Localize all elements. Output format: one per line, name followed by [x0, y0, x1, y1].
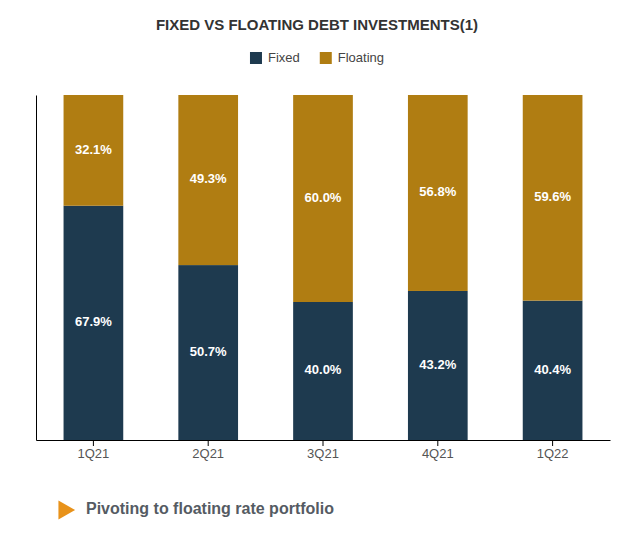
bar: [293, 302, 353, 440]
x-axis: 1Q21 2Q21 3Q21 4Q21 1Q22: [37, 440, 611, 461]
data-labels: 67.9% 50.7% 40.0% 43.2% 40.4% 32.1% 49.3% 60.0%…: [75, 142, 572, 378]
x-tick: 2Q21: [192, 440, 224, 461]
bars: [64, 95, 583, 440]
data-label: 59.6%: [534, 189, 571, 204]
x-tick-label: 3Q21: [307, 446, 339, 461]
legend: Fixed Floating: [250, 50, 384, 65]
data-label: 40.0%: [305, 362, 342, 377]
legend-swatch: [320, 52, 332, 64]
data-label: 56.8%: [419, 184, 456, 199]
y-axis: [36, 96, 37, 441]
x-tick-mark: [323, 440, 324, 446]
data-label: 67.9%: [75, 314, 112, 329]
data-label: 50.7%: [190, 344, 227, 359]
x-tick-label: 1Q21: [77, 446, 109, 461]
x-tick-label: 1Q22: [537, 446, 569, 461]
data-label: 43.2%: [419, 357, 456, 372]
bar: [293, 95, 353, 302]
series: [64, 95, 583, 302]
annotation-text: Pivoting to floating rate portfolio: [86, 500, 334, 517]
legend-item: Fixed: [250, 50, 300, 65]
bar: [178, 265, 238, 440]
plot: 67.9% 50.7% 40.0% 43.2% 40.4% 32.1% 49.3% 60.0%…: [37, 95, 611, 461]
x-tick: 1Q22: [537, 440, 569, 461]
bar: [64, 95, 124, 206]
x-tick-label: 4Q21: [422, 446, 454, 461]
x-tick-mark: [437, 440, 438, 446]
title: FIXED VS FLOATING DEBT INVESTMENTS(1): [156, 16, 478, 33]
legend-label: Floating: [338, 50, 384, 65]
x-tick-mark: [93, 440, 94, 446]
data-label: 60.0%: [305, 190, 342, 205]
data-label: 32.1%: [75, 142, 112, 157]
annotation: Pivoting to floating rate portfolio: [58, 500, 334, 519]
bar: [523, 95, 583, 301]
x-tick: 1Q21: [77, 440, 109, 461]
x-tick: 3Q21: [307, 440, 339, 461]
bar: [178, 95, 238, 265]
data-label: 40.4%: [534, 362, 571, 377]
bar: [408, 95, 468, 291]
data-label: 49.3%: [190, 171, 227, 186]
legend-item: Floating: [320, 50, 384, 65]
bar: [408, 291, 468, 440]
legend-label: Fixed: [268, 50, 300, 65]
x-tick-mark: [208, 440, 209, 446]
legend-swatch: [250, 52, 262, 64]
annotation-arrow: [58, 500, 75, 519]
bar: [64, 206, 124, 440]
x-tick: 4Q21: [422, 440, 454, 461]
x-tick-label: 2Q21: [192, 446, 224, 461]
y-axis-line: [36, 96, 37, 441]
chart: FIXED VS FLOATING DEBT INVESTMENTS(1) Fix…: [0, 0, 634, 550]
bar: [523, 301, 583, 440]
x-tick-mark: [552, 440, 553, 446]
